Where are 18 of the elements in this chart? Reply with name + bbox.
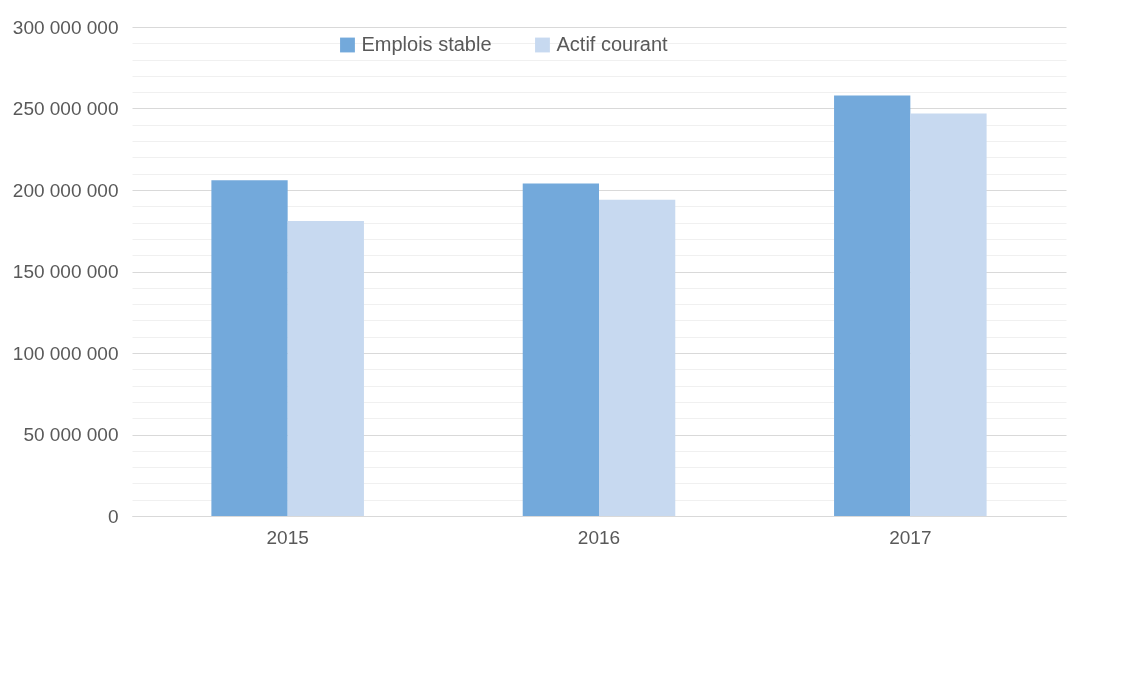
bar: [599, 199, 676, 516]
x-tick-label: 2015: [266, 526, 309, 548]
y-tick-label: 0: [107, 505, 119, 527]
y-tick-label: 100 000 000: [12, 342, 119, 364]
y-tick-label: 150 000 000: [12, 261, 119, 282]
x-tick-label: 2016: [577, 526, 621, 548]
y-tick-label: 50 000 000: [23, 424, 119, 445]
y-tick-label: 300 000 000: [12, 16, 119, 38]
bar: [834, 95, 911, 516]
y-tick-label: 250 000 000: [12, 98, 119, 119]
legend-label: Emplois stable: [361, 33, 492, 55]
bar: [287, 220, 364, 516]
y-tick-label: 200 000 000: [12, 179, 119, 201]
bar: [910, 113, 987, 516]
x-tick-label: 2017: [889, 526, 932, 548]
bar: [522, 183, 599, 516]
legend-label: Actif courant: [556, 33, 669, 55]
bar: [211, 180, 288, 516]
